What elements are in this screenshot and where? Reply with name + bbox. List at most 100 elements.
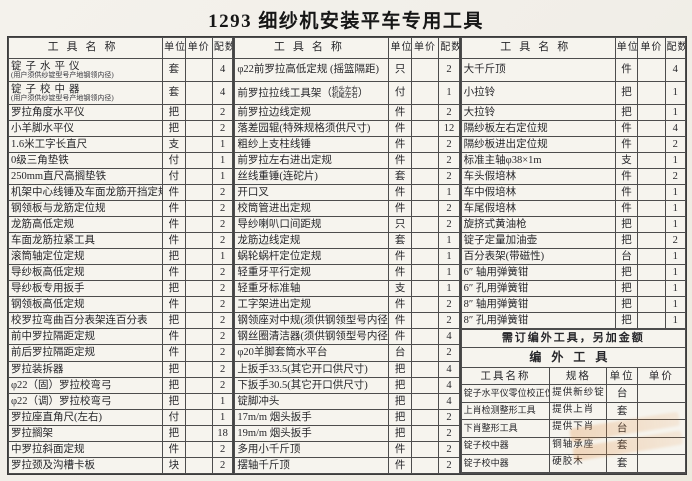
unit-cell: 把 — [162, 376, 186, 394]
price-cell — [637, 120, 666, 137]
tool-name-cell: 轻重牙平行定规 — [234, 264, 390, 282]
price-cell — [184, 264, 213, 282]
price-cell — [637, 216, 666, 233]
table-row: 前罗拉左右进出定规件 2 — [234, 152, 460, 170]
unit-cell: 把 — [162, 392, 186, 410]
extra-price-cell — [636, 454, 686, 473]
price-cell — [184, 200, 213, 218]
tool-name-cell: 罗拉角度水平仪 — [7, 103, 164, 122]
table-row: 前罗拉边线定规件 2 — [234, 103, 460, 122]
tool-name-cell: 0级三角垫铁 — [7, 152, 164, 170]
extra-table-row: 锭子校中器 铜轴承座套 — [460, 436, 686, 456]
tool-name-cell: 6″ 孔用弹簧钳 — [460, 280, 616, 297]
qty-cell: 2 — [211, 103, 234, 122]
qty-cell: 1 — [664, 280, 686, 297]
table-row: 小拉铃把 1 — [460, 81, 686, 105]
price-cell — [410, 296, 440, 314]
price-cell — [637, 184, 666, 201]
unit-cell: 台 — [388, 344, 412, 362]
tool-name-cell: 大千斤顶 — [460, 58, 616, 82]
extra-table-row: 锭子水平仪零位校正仪 提供新纱锭台 — [460, 384, 686, 403]
header-row: 工具名称 单位 单价 配数 — [460, 37, 686, 59]
price-cell — [637, 248, 666, 265]
unit-cell: 付 — [162, 168, 186, 186]
unit-cell: 件 — [388, 312, 412, 330]
extra-price-cell — [636, 471, 686, 475]
price-cell — [184, 136, 213, 154]
unit-cell: 只 — [388, 216, 412, 234]
unit-cell: 付 — [388, 81, 412, 105]
price-cell — [410, 248, 440, 266]
qty-cell: 1 — [211, 392, 234, 410]
tool-name-cell: 摆轴千斤顶 — [234, 456, 390, 475]
table-row: 落差园辊(特殊规格须供尺寸) 件 12 — [234, 120, 460, 138]
price-cell — [184, 248, 213, 266]
price-cell — [410, 312, 440, 330]
unit-cell: 把 — [388, 392, 412, 410]
table-row: 粗纱上支柱线锤件 2 — [234, 136, 460, 154]
tool-name-cell: 上扳手33.5(其它开口供尺寸) — [234, 360, 390, 378]
tool-name-cell: 标准主轴φ38×1m — [460, 152, 616, 169]
price-cell — [410, 152, 440, 170]
unit-cell: 件 — [388, 264, 412, 282]
unit-cell: 件 — [162, 264, 186, 282]
tool-table-middle: 工具名称 单位 单价 配数 φ22前罗拉高低定规 (摇篮隔距)只2前罗拉拉线工具… — [234, 37, 460, 475]
tool-name-cell: 百分表架(带磁性) — [460, 248, 616, 265]
unit-cell: 把 — [162, 103, 186, 122]
tool-name-cell: 校筒管进出定规 — [234, 200, 390, 218]
table-row: φ22（固）罗拉校弯弓把 2 — [7, 376, 234, 394]
col-header-price: 单价 — [410, 37, 440, 59]
table-group-2: 工具名称 单位 单价 配数 φ22前罗拉高低定规 (摇篮隔距)只2前罗拉拉线工具… — [233, 37, 460, 475]
price-cell — [184, 312, 213, 330]
tool-name-cell: 前后罗拉隔距定规 — [7, 344, 164, 362]
price-cell — [184, 58, 213, 82]
table-row: 校罗拉弯曲百分表架连百分表把 2 — [7, 312, 234, 330]
tool-name-cell: φ20羊脚套筒水平台 — [234, 344, 390, 362]
unit-cell: 把 — [614, 81, 639, 105]
qty-cell: 1 — [664, 200, 686, 217]
extra-price-cell — [636, 436, 686, 456]
tool-table: 工具名称 单位 单价 配数 锭子水平仪(用户须供纱锭型号产地钢领内径)套4锭子校… — [7, 36, 687, 475]
price-cell — [410, 392, 440, 410]
tool-name-cell: 锭子校中器 (用户须供纱锭型号产地钢领内径) — [7, 81, 164, 105]
extra-table-row — [460, 471, 686, 475]
header-row: 工具名称 单位 单价 配数 — [234, 37, 460, 59]
header-row: 工具名称 单位 单价 配数 — [7, 37, 234, 59]
table-row: φ22（调）罗拉校弯弓把 1 — [7, 392, 234, 410]
qty-cell: 2 — [438, 152, 460, 170]
table-row: 大拉铃把 1 — [460, 104, 686, 121]
tool-name-cell: 导纱喇叭口间距规 — [234, 216, 390, 234]
price-cell — [184, 408, 213, 426]
price-cell — [637, 280, 666, 297]
qty-cell: 2 — [211, 376, 234, 394]
tool-name-cell: 蜗轮蜗杆定位定规 — [234, 248, 390, 266]
unit-cell: 把 — [162, 120, 186, 138]
unit-cell: 把 — [162, 360, 186, 378]
table-row: 导纱板高低定规件 2 — [7, 264, 234, 282]
extra-col-header-unit: 单位 — [606, 366, 638, 386]
price-cell — [637, 81, 666, 105]
extra-tool-name-cell: 锭子校中器 — [460, 436, 551, 456]
qty-cell: 1 — [438, 264, 460, 282]
qty-cell: 4 — [211, 81, 234, 105]
extra-spec-cell: 铜轴承座 — [549, 436, 608, 456]
unit-cell: 件 — [614, 200, 639, 217]
qty-cell: 1 — [664, 248, 686, 265]
unit-cell: 件 — [162, 232, 186, 250]
extra-unit-cell: 套 — [606, 401, 638, 421]
table-row: 罗拉座直角尺(左右) 付 1 — [7, 408, 234, 426]
qty-cell: 4 — [664, 120, 686, 137]
unit-cell: 把 — [614, 296, 639, 313]
unit-cell: 只 — [388, 58, 412, 82]
tool-name-cell: 旋挤式黄油枪 — [460, 216, 616, 233]
unit-cell: 把 — [614, 232, 639, 249]
qty-cell: 2 — [438, 103, 460, 122]
unit-cell: 件 — [388, 120, 412, 138]
extra-col-header-tool-name: 工具名称 — [460, 366, 551, 386]
price-cell — [410, 216, 440, 234]
tool-name-cell: 滚筒轴定位定规 — [7, 248, 164, 266]
tool-name-cell: 罗拉座直角尺(左右) — [7, 408, 164, 426]
price-cell — [410, 344, 440, 362]
price-cell — [184, 103, 213, 122]
qty-cell: 2 — [438, 312, 460, 330]
